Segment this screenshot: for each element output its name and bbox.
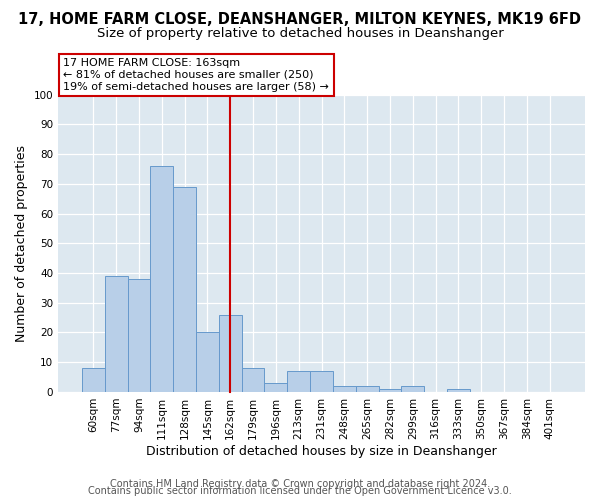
Bar [379, 389, 401, 392]
Text: Contains HM Land Registry data © Crown copyright and database right 2024.: Contains HM Land Registry data © Crown c… [110, 479, 490, 489]
Bar [401, 386, 424, 392]
Bar [105, 276, 128, 392]
Bar [356, 386, 379, 392]
Bar [287, 371, 310, 392]
Bar [82, 368, 105, 392]
Text: Size of property relative to detached houses in Deanshanger: Size of property relative to detached ho… [97, 28, 503, 40]
Bar [265, 383, 287, 392]
Bar [219, 314, 242, 392]
X-axis label: Distribution of detached houses by size in Deanshanger: Distribution of detached houses by size … [146, 444, 497, 458]
Bar [173, 186, 196, 392]
Text: 17, HOME FARM CLOSE, DEANSHANGER, MILTON KEYNES, MK19 6FD: 17, HOME FARM CLOSE, DEANSHANGER, MILTON… [19, 12, 581, 28]
Bar [242, 368, 265, 392]
Text: 17 HOME FARM CLOSE: 163sqm
← 81% of detached houses are smaller (250)
19% of sem: 17 HOME FARM CLOSE: 163sqm ← 81% of deta… [64, 58, 329, 92]
Bar [128, 279, 151, 392]
Bar [196, 332, 219, 392]
Bar [151, 166, 173, 392]
Bar [310, 371, 333, 392]
Bar [333, 386, 356, 392]
Bar [447, 389, 470, 392]
Y-axis label: Number of detached properties: Number of detached properties [15, 145, 28, 342]
Text: Contains public sector information licensed under the Open Government Licence v3: Contains public sector information licen… [88, 486, 512, 496]
